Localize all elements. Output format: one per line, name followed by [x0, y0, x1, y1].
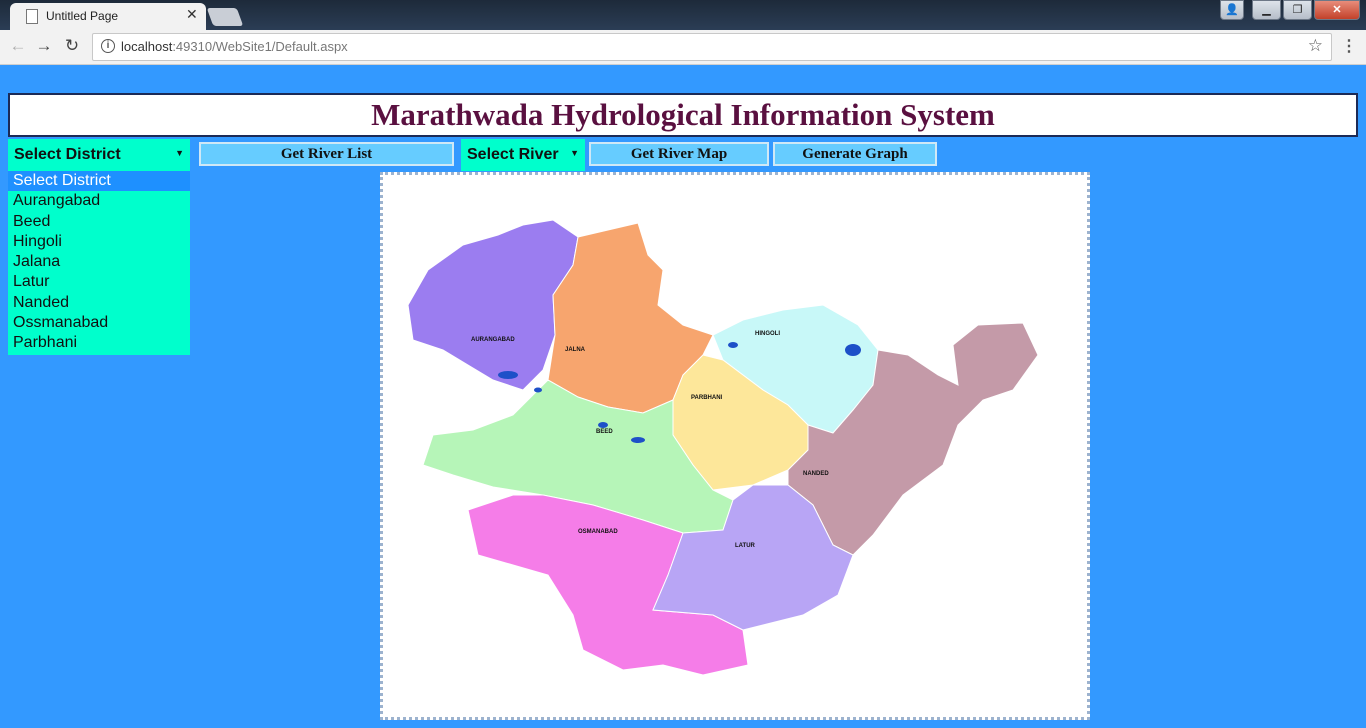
map-region-beed — [422, 379, 734, 534]
district-option[interactable]: Latur — [13, 273, 50, 291]
url-text: localhost:49310/WebSite1/Default.aspx — [121, 39, 348, 54]
district-option[interactable]: Beed — [13, 212, 51, 230]
map-label-aurangabad: AURANGABAD — [471, 337, 515, 343]
map-label-latur: LATUR — [735, 543, 756, 549]
minimize-icon[interactable]: ▁ — [1252, 0, 1281, 20]
district-option[interactable]: Select District — [8, 171, 190, 192]
map-label-nanded: NANDED — [803, 471, 829, 477]
river-select[interactable]: Select River ▼ — [461, 139, 585, 171]
forward-arrow-icon[interactable]: → — [35, 36, 53, 55]
map-label-osmanabad: OSMANABAD — [578, 529, 618, 535]
district-option[interactable]: Aurangabad — [13, 192, 101, 210]
river-select-value: Select River — [467, 146, 559, 163]
bookmark-star-icon[interactable]: ☆ — [1307, 36, 1323, 55]
window-controls: 👤 ▁ ❐ ✕ — [1220, 0, 1360, 20]
map-label-beed: BEED — [596, 429, 613, 435]
maximize-icon[interactable]: ❐ — [1283, 0, 1312, 20]
info-icon[interactable]: i — [101, 39, 115, 53]
map-region-latur — [652, 484, 854, 631]
map-water-body — [845, 344, 861, 356]
browser-menu-icon[interactable]: ⋮ — [1341, 38, 1357, 55]
district-option[interactable]: Hingoli — [13, 232, 62, 250]
user-icon[interactable]: 👤 — [1220, 0, 1244, 20]
address-bar[interactable]: i localhost:49310/WebSite1/Default.aspx … — [92, 33, 1332, 61]
back-arrow-icon[interactable]: ← — [9, 36, 27, 55]
map-water-body — [498, 371, 518, 379]
dropdown-arrow-icon: ▼ — [570, 148, 579, 158]
map-water-body — [631, 437, 645, 443]
map-image-frame: AURANGABAD JALNA HINGOLI PARBHANI BEED N… — [380, 172, 1090, 720]
tab-title: Untitled Page — [46, 9, 119, 23]
map-water-body — [534, 387, 542, 393]
page-icon — [26, 9, 38, 24]
map-region-nanded — [787, 322, 1039, 556]
district-dropdown-list: Select District Aurangabad Beed Hingoli … — [8, 171, 190, 355]
url-host: localhost — [121, 39, 173, 54]
browser-titlebar: Untitled Page ✕ 👤 ▁ ❐ ✕ — [0, 0, 1366, 30]
get-river-list-button[interactable]: Get River List — [199, 142, 454, 166]
close-window-icon[interactable]: ✕ — [1314, 0, 1360, 20]
map-label-parbhani: PARBHANI — [691, 395, 723, 401]
district-option[interactable]: Parbhani — [13, 334, 78, 351]
map-water-body — [598, 422, 608, 428]
map-label-hingoli: HINGOLI — [755, 331, 780, 337]
dropdown-arrow-icon: ▼ — [175, 148, 184, 158]
map-region-osmanabad — [467, 494, 749, 676]
url-path: :49310/WebSite1/Default.aspx — [172, 39, 348, 54]
district-option[interactable]: Jalana — [13, 253, 61, 270]
browser-toolbar: ← → ↻ i localhost:49310/WebSite1/Default… — [0, 30, 1366, 65]
district-select-value: Select District — [14, 146, 121, 163]
district-select[interactable]: Select District ▼ — [8, 139, 190, 171]
page-header: Marathwada Hydrological Information Syst… — [8, 93, 1358, 137]
new-tab-button[interactable] — [206, 8, 244, 26]
get-river-map-button[interactable]: Get River Map — [589, 142, 769, 166]
map-label-jalna: JALNA — [565, 347, 586, 353]
map-water-bodies — [498, 342, 861, 443]
close-tab-icon[interactable]: ✕ — [186, 6, 198, 22]
reload-icon[interactable]: ↻ — [64, 36, 80, 55]
browser-tab[interactable]: Untitled Page ✕ — [10, 3, 206, 30]
page-title: Marathwada Hydrological Information Syst… — [371, 97, 995, 132]
district-option[interactable]: Nanded — [13, 293, 70, 311]
district-option[interactable]: Ossmanabad — [13, 313, 109, 331]
marathwada-map: AURANGABAD JALNA HINGOLI PARBHANI BEED N… — [407, 219, 1039, 676]
generate-graph-button[interactable]: Generate Graph — [773, 142, 937, 166]
map-water-body — [728, 342, 738, 348]
